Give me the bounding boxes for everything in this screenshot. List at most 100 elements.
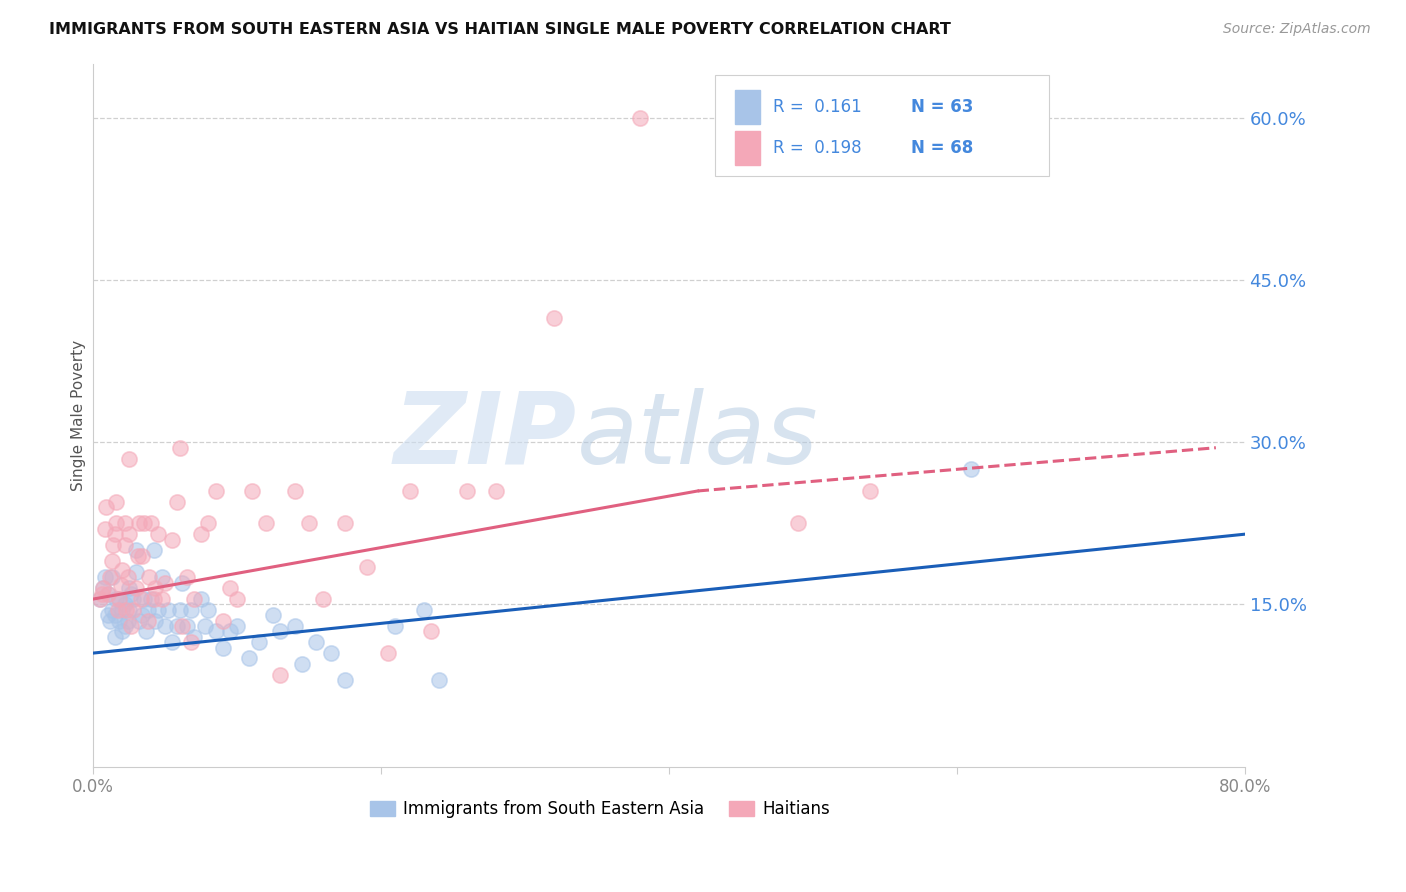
Point bbox=[377, 646, 399, 660]
Point bbox=[226, 619, 249, 633]
Point bbox=[97, 587, 120, 601]
Point bbox=[211, 614, 233, 628]
Point bbox=[104, 630, 127, 644]
Point bbox=[219, 581, 242, 595]
Point bbox=[150, 592, 173, 607]
Point bbox=[131, 608, 153, 623]
Point bbox=[118, 581, 141, 595]
Point bbox=[117, 614, 139, 628]
Point bbox=[183, 592, 205, 607]
Point bbox=[427, 673, 450, 687]
Point bbox=[136, 603, 159, 617]
Point bbox=[114, 538, 136, 552]
Point bbox=[111, 624, 134, 639]
Legend: Immigrants from South Eastern Asia, Haitians: Immigrants from South Eastern Asia, Hait… bbox=[363, 794, 837, 825]
Point bbox=[118, 527, 141, 541]
Point bbox=[142, 543, 165, 558]
Point bbox=[111, 603, 134, 617]
Point bbox=[226, 592, 249, 607]
Point bbox=[101, 603, 124, 617]
Point bbox=[204, 483, 226, 498]
Point bbox=[128, 516, 150, 531]
Point bbox=[129, 592, 152, 607]
Point bbox=[138, 570, 160, 584]
Point bbox=[269, 624, 291, 639]
Point bbox=[97, 587, 120, 601]
Point bbox=[333, 516, 356, 531]
Point bbox=[131, 549, 153, 563]
Point bbox=[398, 483, 420, 498]
Point bbox=[108, 592, 131, 607]
Text: Source: ZipAtlas.com: Source: ZipAtlas.com bbox=[1223, 22, 1371, 37]
Point bbox=[176, 619, 198, 633]
Point bbox=[628, 111, 651, 125]
Point bbox=[132, 592, 155, 607]
Point bbox=[172, 619, 194, 633]
Point bbox=[169, 603, 191, 617]
Point bbox=[172, 575, 194, 590]
Point bbox=[139, 516, 162, 531]
Point bbox=[127, 549, 149, 563]
Point bbox=[117, 570, 139, 584]
Point bbox=[100, 570, 122, 584]
Point bbox=[262, 608, 284, 623]
Point bbox=[420, 624, 443, 639]
Bar bbox=[734, 131, 759, 164]
Point bbox=[93, 522, 115, 536]
Point bbox=[291, 657, 314, 671]
Point bbox=[104, 527, 127, 541]
Point bbox=[298, 516, 321, 531]
Point bbox=[120, 587, 142, 601]
Text: R =  0.198: R = 0.198 bbox=[772, 138, 862, 157]
Point bbox=[166, 495, 188, 509]
Point bbox=[150, 570, 173, 584]
Point bbox=[103, 538, 125, 552]
Point bbox=[180, 635, 202, 649]
Point bbox=[136, 614, 159, 628]
Point bbox=[105, 516, 128, 531]
Point bbox=[859, 483, 882, 498]
Point bbox=[122, 603, 145, 617]
Point bbox=[960, 462, 983, 476]
Point bbox=[183, 630, 205, 644]
Point bbox=[105, 592, 128, 607]
Point bbox=[122, 592, 145, 607]
Point bbox=[100, 614, 122, 628]
Point bbox=[176, 570, 198, 584]
Point bbox=[219, 624, 242, 639]
Point bbox=[153, 619, 176, 633]
Point bbox=[204, 624, 226, 639]
Point bbox=[104, 608, 127, 623]
Point bbox=[190, 592, 212, 607]
Point bbox=[312, 592, 335, 607]
Point bbox=[143, 614, 166, 628]
Point bbox=[118, 603, 141, 617]
Point bbox=[169, 441, 191, 455]
Point bbox=[333, 673, 356, 687]
Point bbox=[89, 592, 111, 607]
Point bbox=[107, 603, 129, 617]
Point bbox=[305, 635, 328, 649]
Point bbox=[254, 516, 277, 531]
Point bbox=[485, 483, 508, 498]
Point bbox=[128, 614, 150, 628]
Point bbox=[180, 603, 202, 617]
FancyBboxPatch shape bbox=[716, 75, 1049, 177]
Point bbox=[125, 543, 148, 558]
Point bbox=[190, 527, 212, 541]
Point bbox=[146, 527, 169, 541]
Point bbox=[284, 483, 307, 498]
Point bbox=[787, 516, 810, 531]
Text: IMMIGRANTS FROM SOUTH EASTERN ASIA VS HAITIAN SINGLE MALE POVERTY CORRELATION CH: IMMIGRANTS FROM SOUTH EASTERN ASIA VS HA… bbox=[49, 22, 950, 37]
Point bbox=[456, 483, 478, 498]
Point bbox=[94, 500, 117, 515]
Point bbox=[110, 578, 132, 592]
Point bbox=[135, 624, 157, 639]
Y-axis label: Single Male Poverty: Single Male Poverty bbox=[72, 340, 86, 491]
Point bbox=[238, 651, 260, 665]
Point bbox=[101, 554, 124, 568]
Point bbox=[384, 619, 406, 633]
Point bbox=[194, 619, 217, 633]
Point bbox=[114, 516, 136, 531]
Point bbox=[197, 603, 219, 617]
